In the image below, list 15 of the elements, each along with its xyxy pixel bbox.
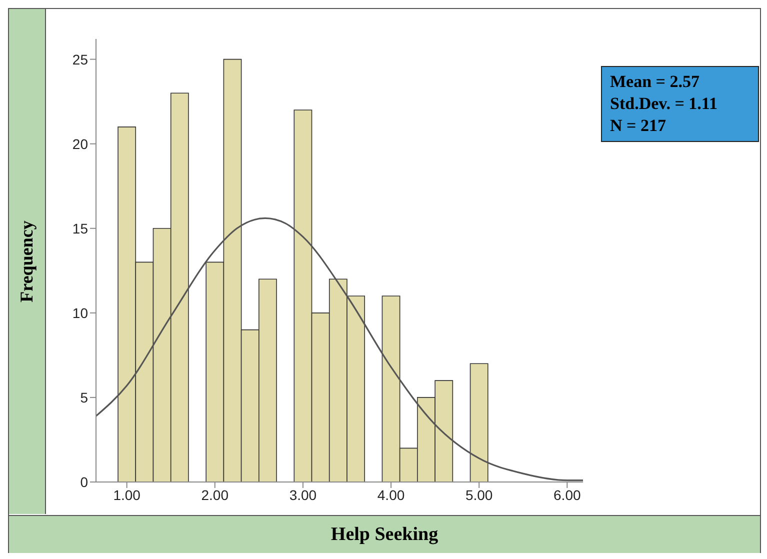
x-tick-label: 1.00 [113,486,141,503]
x-tick-label: 6.00 [554,486,581,503]
y-tick-label: 10 [72,304,88,321]
y-tick-label: 0 [80,474,88,490]
y-axis-title: Frequency [16,220,38,302]
y-tick-label: 5 [80,389,88,406]
y-tick-label: 25 [72,51,88,68]
x-tick-label: 2.00 [201,486,229,503]
x-tick-label: 3.00 [289,486,317,503]
x-tick-label: 4.00 [377,486,405,503]
statistics-box: Mean = 2.57 Std.Dev. = 1.11 N = 217 [601,66,759,142]
y-tick-label: 15 [72,220,88,236]
x-axis-title: Help Seeking [9,515,760,553]
x-tick-label: 5.00 [465,486,493,503]
y-tick-label: 20 [72,136,88,152]
